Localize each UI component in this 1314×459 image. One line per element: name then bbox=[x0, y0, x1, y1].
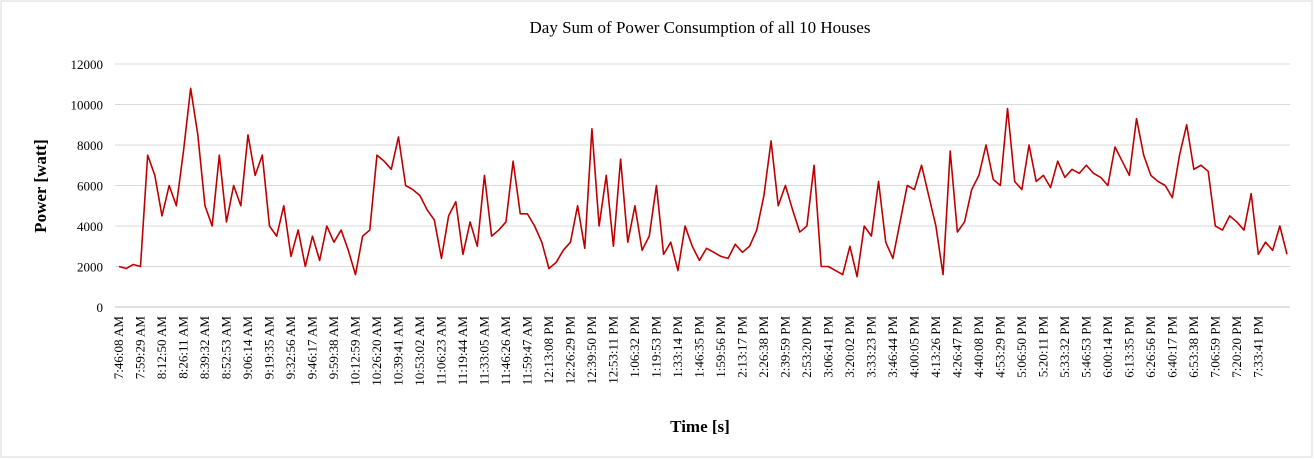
y-tick-label: 4000 bbox=[77, 219, 103, 234]
x-tick-label: 8:52:53 AM bbox=[218, 316, 233, 380]
x-tick-label: 10:12:59 AM bbox=[347, 316, 362, 386]
x-tick-label: 11:19:44 AM bbox=[455, 316, 470, 386]
x-tick-label: 8:12:50 AM bbox=[154, 316, 169, 380]
x-tick-label: 3:20:02 PM bbox=[842, 316, 857, 378]
x-tick-label: 2:39:59 PM bbox=[777, 316, 792, 378]
x-tick-label: 11:46:26 AM bbox=[498, 316, 513, 386]
x-tick-label: 4:00:05 PM bbox=[906, 316, 921, 378]
x-tick-label: 7:33:41 PM bbox=[1250, 316, 1265, 378]
x-tick-label: 2:26:38 PM bbox=[756, 316, 771, 378]
x-tick-label: 6:13:35 PM bbox=[1121, 316, 1136, 378]
x-tick-label: 8:26:11 AM bbox=[175, 316, 190, 379]
y-tick-label: 6000 bbox=[77, 179, 103, 194]
x-tick-label: 1:33:14 PM bbox=[670, 316, 685, 378]
x-tick-label: 9:59:38 AM bbox=[326, 316, 341, 380]
x-tick-label: 12:26:29 PM bbox=[562, 316, 577, 385]
x-tick-label: 1:19:53 PM bbox=[648, 316, 663, 378]
x-tick-label: 9:46:17 AM bbox=[304, 316, 319, 380]
x-tick-label: 3:06:41 PM bbox=[820, 316, 835, 378]
x-tick-label: 6:40:17 PM bbox=[1164, 316, 1179, 378]
y-tick-label: 2000 bbox=[77, 260, 103, 275]
x-tick-label: 10:26:20 AM bbox=[369, 316, 384, 386]
data-line bbox=[118, 87, 1288, 278]
x-tick-label: 5:46:53 PM bbox=[1078, 316, 1093, 378]
x-tick-label: 5:20:11 PM bbox=[1035, 316, 1050, 378]
x-tick-label: 10:39:41 AM bbox=[390, 316, 405, 386]
x-tick-label: 2:53:20 PM bbox=[799, 316, 814, 378]
x-tick-label: 4:53:29 PM bbox=[992, 316, 1007, 378]
y-tick-label: 0 bbox=[97, 300, 104, 315]
x-tick-label: 2:13:17 PM bbox=[734, 316, 749, 378]
x-tick-label: 11:59:47 AM bbox=[519, 316, 534, 386]
x-tick-label: 6:00:14 PM bbox=[1100, 316, 1115, 378]
x-tick-label: 12:13:08 PM bbox=[541, 316, 556, 385]
x-tick-label: 8:39:32 AM bbox=[197, 316, 212, 380]
x-tick-label: 7:59:29 AM bbox=[132, 316, 147, 380]
x-tick-label: 9:32:56 AM bbox=[283, 316, 298, 380]
x-tick-label: 3:33:23 PM bbox=[863, 316, 878, 378]
x-tick-label: 3:46:44 PM bbox=[885, 316, 900, 378]
y-tick-label: 8000 bbox=[77, 138, 103, 153]
x-axis-title: Time [s] bbox=[670, 417, 730, 436]
y-axis-title: Power [watt] bbox=[31, 139, 50, 233]
y-tick-label: 10000 bbox=[71, 98, 104, 113]
x-tick-label: 10:53:02 AM bbox=[412, 316, 427, 386]
x-tick-label: 7:06:59 PM bbox=[1207, 316, 1222, 378]
x-tick-label: 1:46:35 PM bbox=[691, 316, 706, 378]
x-tick-label: 5:33:32 PM bbox=[1057, 316, 1072, 378]
x-tick-label: 4:40:08 PM bbox=[971, 316, 986, 378]
x-tick-label: 12:39:50 PM bbox=[584, 316, 599, 385]
x-tick-label: 12:53:11 PM bbox=[605, 316, 620, 384]
x-tick-label: 6:26:56 PM bbox=[1143, 316, 1158, 378]
x-tick-label: 1:59:56 PM bbox=[713, 316, 728, 378]
x-tick-label: 4:13:26 PM bbox=[928, 316, 943, 378]
x-tick-label: 7:46:08 AM bbox=[111, 316, 126, 380]
y-tick-label: 12000 bbox=[71, 57, 104, 72]
x-tick-label: 9:06:14 AM bbox=[240, 316, 255, 380]
x-tick-label: 1:06:32 PM bbox=[627, 316, 642, 378]
x-tick-label: 5:06:50 PM bbox=[1014, 316, 1029, 378]
x-tick-label: 6:53:38 PM bbox=[1186, 316, 1201, 378]
x-tick-label: 11:33:05 AM bbox=[476, 316, 491, 386]
x-tick-label: 4:26:47 PM bbox=[949, 316, 964, 378]
chart-title: Day Sum of Power Consumption of all 10 H… bbox=[530, 18, 871, 37]
x-tick-label: 9:19:35 AM bbox=[261, 316, 276, 380]
x-tick-label: 7:20:20 PM bbox=[1229, 316, 1244, 378]
x-tick-label: 11:06:23 AM bbox=[433, 316, 448, 386]
